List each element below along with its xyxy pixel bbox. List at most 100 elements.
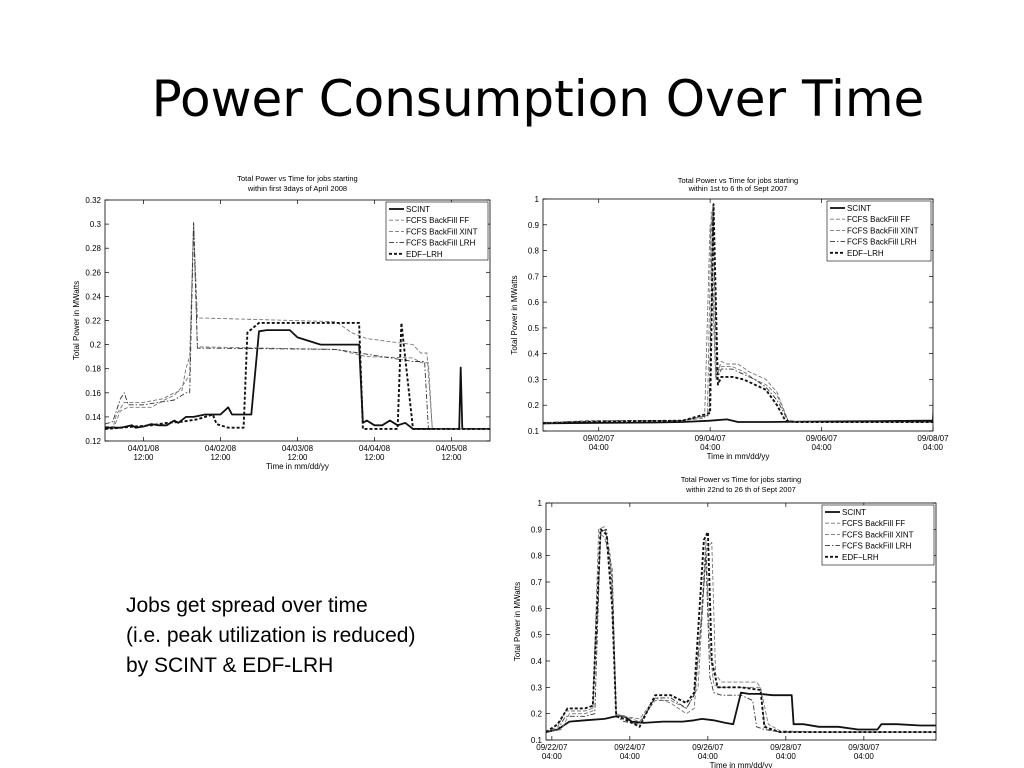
x-tick-label: 09/04/07 bbox=[695, 434, 727, 443]
chart-title: within 22nd to 26 th of Sept 2007 bbox=[685, 485, 796, 494]
chart-title: Total Power vs Time for jobs starting bbox=[678, 176, 798, 185]
legend-label: SCINT bbox=[406, 205, 430, 214]
y-tick-label: 1 bbox=[535, 195, 540, 204]
legend-label: EDF−LRH bbox=[406, 250, 443, 259]
x-tick-label: 04/03/08 bbox=[282, 444, 314, 453]
x-tick-label: 12:00 bbox=[133, 453, 154, 462]
x-tick-label: 09/26/07 bbox=[692, 743, 724, 752]
legend-label: FCFS BackFill LRH bbox=[406, 239, 476, 248]
y-tick-label: 0.4 bbox=[531, 657, 543, 666]
chart-title: Total Power vs Time for jobs starting bbox=[237, 174, 357, 183]
legend-label: FCFS BackFill LRH bbox=[847, 238, 917, 247]
x-tick-label: 09/30/07 bbox=[848, 743, 880, 752]
slide-caption: Jobs get spread over time (i.e. peak uti… bbox=[126, 591, 415, 681]
series-line bbox=[543, 206, 933, 423]
y-tick-label: 0.14 bbox=[85, 413, 101, 422]
x-tick-label: 04/04/08 bbox=[359, 444, 391, 453]
x-axis-label: Time in mm/dd/yy bbox=[710, 761, 773, 768]
x-tick-label: 04/01/08 bbox=[128, 444, 160, 453]
y-tick-label: 0.6 bbox=[531, 604, 543, 613]
x-axis-label: Time in mm/dd/yy bbox=[707, 452, 770, 461]
y-tick-label: 0.2 bbox=[531, 710, 543, 719]
x-tick-label: 04:00 bbox=[700, 443, 721, 452]
x-tick-label: 12:00 bbox=[287, 453, 308, 462]
series-line bbox=[546, 528, 936, 734]
legend-label: FCFS BackFill XINT bbox=[847, 226, 919, 235]
chart-title: within 1st to 6 th of Sept 2007 bbox=[688, 184, 788, 193]
y-tick-label: 0.2 bbox=[90, 341, 102, 350]
series-line bbox=[543, 203, 933, 425]
x-tick-label: 04:00 bbox=[812, 443, 833, 452]
legend-label: FCFS BackFill FF bbox=[847, 215, 910, 224]
y-tick-label: 0.9 bbox=[528, 221, 540, 230]
series-line bbox=[546, 691, 936, 733]
y-tick-label: 1 bbox=[538, 499, 543, 508]
y-tick-label: 0.9 bbox=[531, 525, 543, 534]
y-tick-label: 0.8 bbox=[531, 552, 543, 561]
chart-title: Total Power vs Time for jobs starting bbox=[681, 475, 801, 484]
x-tick-label: 09/24/07 bbox=[614, 743, 646, 752]
series-line bbox=[105, 222, 490, 430]
y-tick-label: 0.3 bbox=[90, 220, 102, 229]
y-tick-label: 0.24 bbox=[85, 292, 101, 301]
legend-box bbox=[821, 504, 935, 566]
slide-title: Power Consumption Over Time bbox=[151, 70, 925, 128]
series-line bbox=[546, 526, 936, 733]
x-tick-label: 12:00 bbox=[364, 453, 385, 462]
series-line bbox=[546, 528, 936, 733]
y-tick-label: 0.2 bbox=[528, 401, 540, 410]
y-axis-label: Total Power in MWatts bbox=[72, 281, 81, 360]
y-tick-label: 0.7 bbox=[528, 272, 540, 281]
y-tick-label: 0.12 bbox=[85, 437, 101, 446]
x-tick-label: 04:00 bbox=[589, 443, 610, 452]
caption-line: (i.e. peak utilization is reduced) bbox=[126, 624, 416, 647]
x-tick-label: 04:00 bbox=[698, 752, 719, 761]
y-tick-label: 0.5 bbox=[531, 631, 543, 640]
legend-label: FCFS BackFill XINT bbox=[406, 227, 478, 236]
y-tick-label: 0.3 bbox=[528, 375, 540, 384]
legend-label: FCFS BackFill FF bbox=[406, 216, 469, 225]
x-tick-label: 09/22/07 bbox=[536, 743, 568, 752]
plot-frame bbox=[545, 502, 937, 741]
y-tick-label: 0.7 bbox=[531, 578, 543, 587]
series-line bbox=[105, 321, 490, 430]
y-tick-label: 0.16 bbox=[85, 389, 101, 398]
y-tick-label: 0.3 bbox=[531, 683, 543, 692]
y-axis-label: Total Power in MWatts bbox=[513, 582, 522, 661]
y-tick-label: 0.28 bbox=[85, 244, 101, 253]
y-axis-label: Total Power in MWatts bbox=[510, 275, 519, 354]
legend-box bbox=[826, 200, 932, 262]
y-tick-label: 0.4 bbox=[528, 350, 540, 359]
x-tick-label: 04/02/08 bbox=[205, 444, 237, 453]
legend-box bbox=[385, 201, 489, 261]
caption-line: by SCINT & EDF-LRH bbox=[126, 654, 334, 677]
legend-label: SCINT bbox=[847, 204, 871, 213]
y-tick-label: 0.1 bbox=[528, 427, 540, 436]
x-tick-label: 12:00 bbox=[210, 453, 231, 462]
chart-title: within first 3days of April 2008 bbox=[247, 184, 347, 193]
x-tick-label: 09/08/07 bbox=[917, 434, 949, 443]
x-tick-label: 04:00 bbox=[854, 752, 875, 761]
x-tick-label: 04:00 bbox=[620, 752, 641, 761]
y-tick-label: 0.1 bbox=[531, 736, 543, 745]
x-tick-label: 04/05/08 bbox=[436, 444, 468, 453]
x-tick-label: 12:00 bbox=[441, 453, 462, 462]
legend-label: EDF−LRH bbox=[847, 249, 884, 258]
y-tick-label: 0.32 bbox=[85, 196, 101, 205]
plot-frame bbox=[542, 198, 934, 432]
caption-line: Jobs get spread over time bbox=[126, 594, 368, 617]
x-tick-label: 04:00 bbox=[776, 752, 797, 761]
legend-label: FCFS BackFill LRH bbox=[842, 542, 912, 551]
x-tick-label: 09/02/07 bbox=[583, 434, 615, 443]
y-tick-label: 0.18 bbox=[85, 365, 101, 374]
x-tick-label: 09/06/07 bbox=[806, 434, 838, 443]
legend-label: SCINT bbox=[842, 508, 866, 517]
x-axis-label: Time in mm/dd/yy bbox=[266, 462, 329, 471]
series-line bbox=[105, 329, 490, 430]
power-chart-april-2008: Total Power vs Time for jobs startingwit… bbox=[72, 174, 491, 471]
y-tick-label: 0.5 bbox=[528, 324, 540, 333]
x-tick-label: 04:00 bbox=[923, 443, 944, 452]
y-tick-label: 0.22 bbox=[85, 317, 101, 326]
x-tick-label: 09/28/07 bbox=[770, 743, 802, 752]
y-tick-label: 0.8 bbox=[528, 247, 540, 256]
